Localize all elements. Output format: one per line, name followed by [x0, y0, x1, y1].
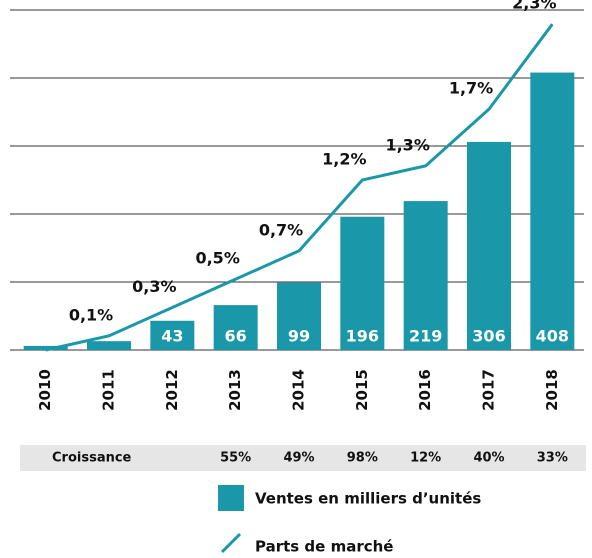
x-tick-label: 2011: [100, 369, 118, 411]
x-tick-label: 2016: [416, 369, 434, 411]
growth-value: 12%: [410, 451, 441, 466]
bar: [87, 341, 131, 350]
bar: [150, 320, 195, 350]
line-value-label: 1,2%: [322, 150, 366, 169]
legend-label: Ventes en milliers d’unités: [255, 490, 481, 508]
line-value-label: 0,1%: [69, 305, 113, 324]
growth-row-bg: [20, 445, 586, 471]
x-tick-label: 2010: [36, 369, 54, 411]
x-tick-label: 2015: [353, 369, 371, 411]
x-tick-label: 2017: [480, 369, 498, 411]
bar: [403, 201, 448, 350]
bar: [530, 72, 575, 350]
line-value-label: 1,3%: [385, 135, 429, 154]
line-value-label: 2,3%: [512, 0, 556, 13]
growth-value: 33%: [537, 451, 568, 466]
bar: [467, 141, 511, 350]
bar-value-label: 196: [346, 327, 379, 346]
growth-value: 49%: [283, 451, 314, 466]
bar: [23, 345, 68, 350]
bar: [213, 305, 258, 350]
line-value-label: 0,3%: [132, 277, 176, 296]
line-value-label: 0,5%: [195, 249, 239, 268]
growth-value: 55%: [220, 451, 251, 466]
legend-label: Parts de marché: [255, 538, 393, 556]
legend-swatch: [218, 485, 244, 511]
legend-line: [220, 532, 242, 554]
bar-value-label: 408: [536, 327, 569, 346]
line-value-label: 1,7%: [449, 79, 493, 98]
bar-value-label: 306: [472, 327, 505, 346]
x-tick-label: 2018: [543, 369, 561, 411]
bar-value-label: 66: [225, 327, 247, 346]
bar-value-label: 99: [288, 327, 310, 346]
growth-label: Croissance: [52, 451, 132, 466]
bar-value-label: 43: [161, 327, 183, 346]
bar-value-label: 219: [409, 327, 442, 346]
bar: [340, 216, 385, 350]
x-tick-label: 2014: [290, 369, 308, 411]
bar: [277, 282, 321, 350]
line-value-label: 0,7%: [259, 220, 303, 239]
market-share-line: [45, 23, 554, 352]
x-tick-label: 2013: [226, 369, 244, 411]
x-tick-label: 2012: [163, 369, 181, 411]
growth-value: 98%: [347, 451, 378, 466]
growth-value: 40%: [473, 451, 504, 466]
